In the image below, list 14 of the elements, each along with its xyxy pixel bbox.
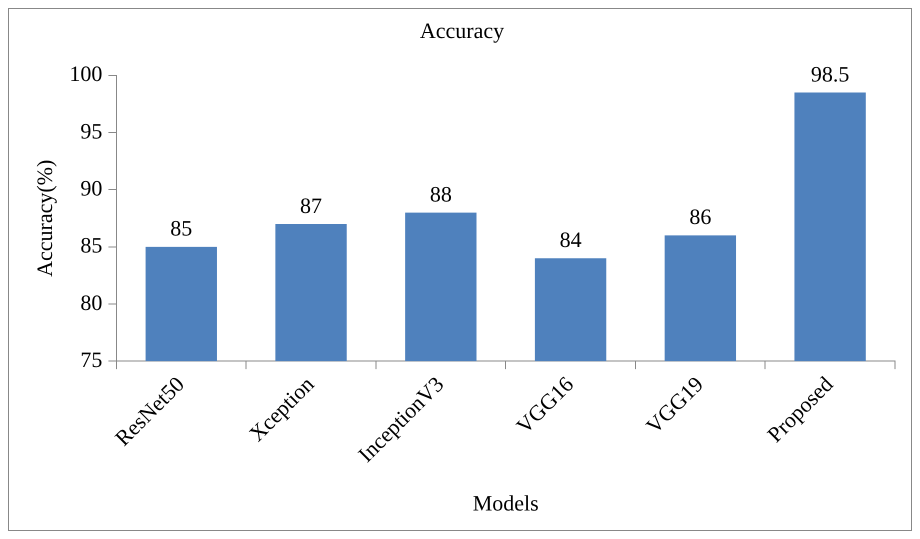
- y-tick-label: 95: [80, 118, 102, 144]
- data-label: 88: [430, 181, 452, 206]
- data-label: 98.5: [810, 61, 850, 86]
- y-tick-label: 90: [80, 175, 102, 200]
- y-tick-label: 85: [80, 232, 102, 258]
- data-label: 86: [689, 204, 712, 230]
- chart-title: Accuracy: [420, 18, 504, 43]
- data-label: 85: [170, 216, 192, 241]
- y-tick-label: 100: [69, 61, 102, 86]
- data-label: 87: [300, 192, 322, 218]
- data-label: 84: [560, 227, 582, 252]
- y-tick-label: 80: [80, 290, 102, 315]
- y-axis-title: Accuracy(%): [32, 160, 57, 277]
- y-tick-label: 75: [80, 346, 102, 372]
